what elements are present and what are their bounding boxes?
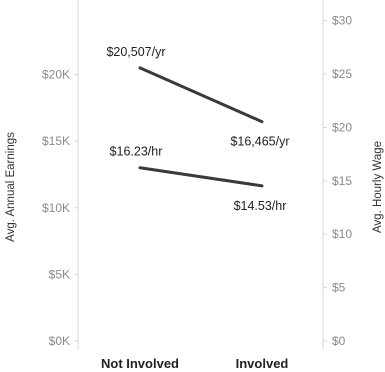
series-line-hourly-wage <box>138 166 264 188</box>
y-left-ticks: $0K $5K $10K $15K $20K <box>42 68 78 348</box>
y-left-tick-label: $20K <box>42 68 70 82</box>
y-left-tick-label: $5K <box>49 267 70 281</box>
y-left-tick-label: $15K <box>42 134 70 148</box>
y-right-tick-label: $5 <box>332 281 346 295</box>
y-left-tick-label: $10K <box>42 201 70 215</box>
y-right-tick-label: $0 <box>332 334 346 348</box>
series-group: $20,507/yr $16,465/yr $16.23/hr $14.53/hr <box>106 45 289 213</box>
series-line-annual-earnings <box>138 66 264 124</box>
x-category-label: Involved <box>236 356 289 371</box>
y-left-axis-title: Avg. Annual Earnings <box>5 132 17 242</box>
y-right-tick-label: $20 <box>332 120 352 134</box>
data-label: $20,507/yr <box>106 45 165 59</box>
y-left-tick-label: $0K <box>49 334 70 348</box>
x-category-label: Not Involved <box>101 356 179 371</box>
data-label: $16.23/hr <box>110 145 163 159</box>
data-label: $14.53/hr <box>234 199 287 213</box>
y-right-tick-label: $25 <box>332 67 352 81</box>
y-right-ticks: $0 $5 $10 $15 $20 $25 $30 <box>323 14 352 348</box>
y-right-tick-label: $10 <box>332 227 352 241</box>
left-edge-fragment: % <box>0 181 3 192</box>
y-right-axis-title: Avg. Hourly Wage <box>372 141 384 233</box>
y-right-tick-label: $30 <box>332 14 352 28</box>
y-right-tick-label: $15 <box>332 174 352 188</box>
data-label: $16,465/yr <box>230 135 289 149</box>
x-axis-categories: Not Involved Involved <box>101 356 288 371</box>
